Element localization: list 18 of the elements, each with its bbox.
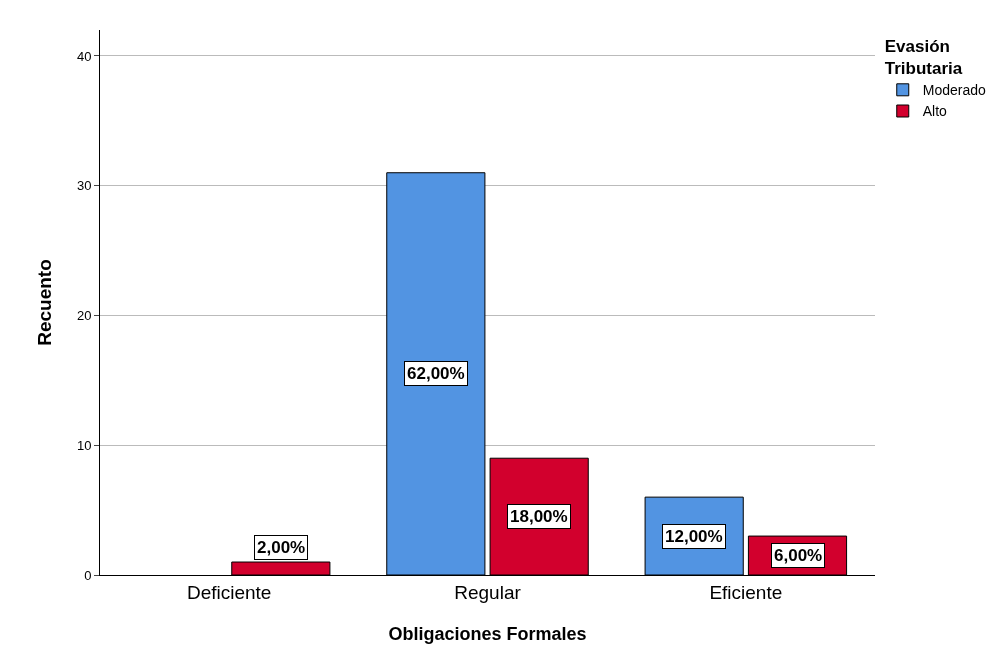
legend-label: Moderado: [922, 82, 986, 99]
legend-title: Evasión Tributaria: [884, 37, 963, 79]
y-tick-label: 30: [76, 178, 92, 194]
x-tick-label: Regular: [454, 581, 522, 603]
y-tick-label: 20: [76, 308, 92, 324]
legend-label: Alto: [922, 103, 948, 120]
y-axis-title: Recuento: [33, 259, 55, 346]
annotation: 18,00%: [510, 507, 568, 526]
annotation: 62,00%: [407, 364, 465, 383]
annotation: 2,00%: [257, 538, 306, 557]
annotation: 6,00%: [774, 546, 823, 565]
x-tick-label: Eficiente: [709, 581, 783, 603]
y-tick-label: 10: [76, 437, 92, 453]
y-tick-label: 0: [84, 567, 92, 583]
y-tick-label: 40: [76, 48, 92, 64]
x-axis-title: Obligaciones Formales: [388, 623, 587, 644]
x-tick-label: Deficiente: [186, 581, 272, 603]
annotation: 12,00%: [665, 527, 723, 546]
